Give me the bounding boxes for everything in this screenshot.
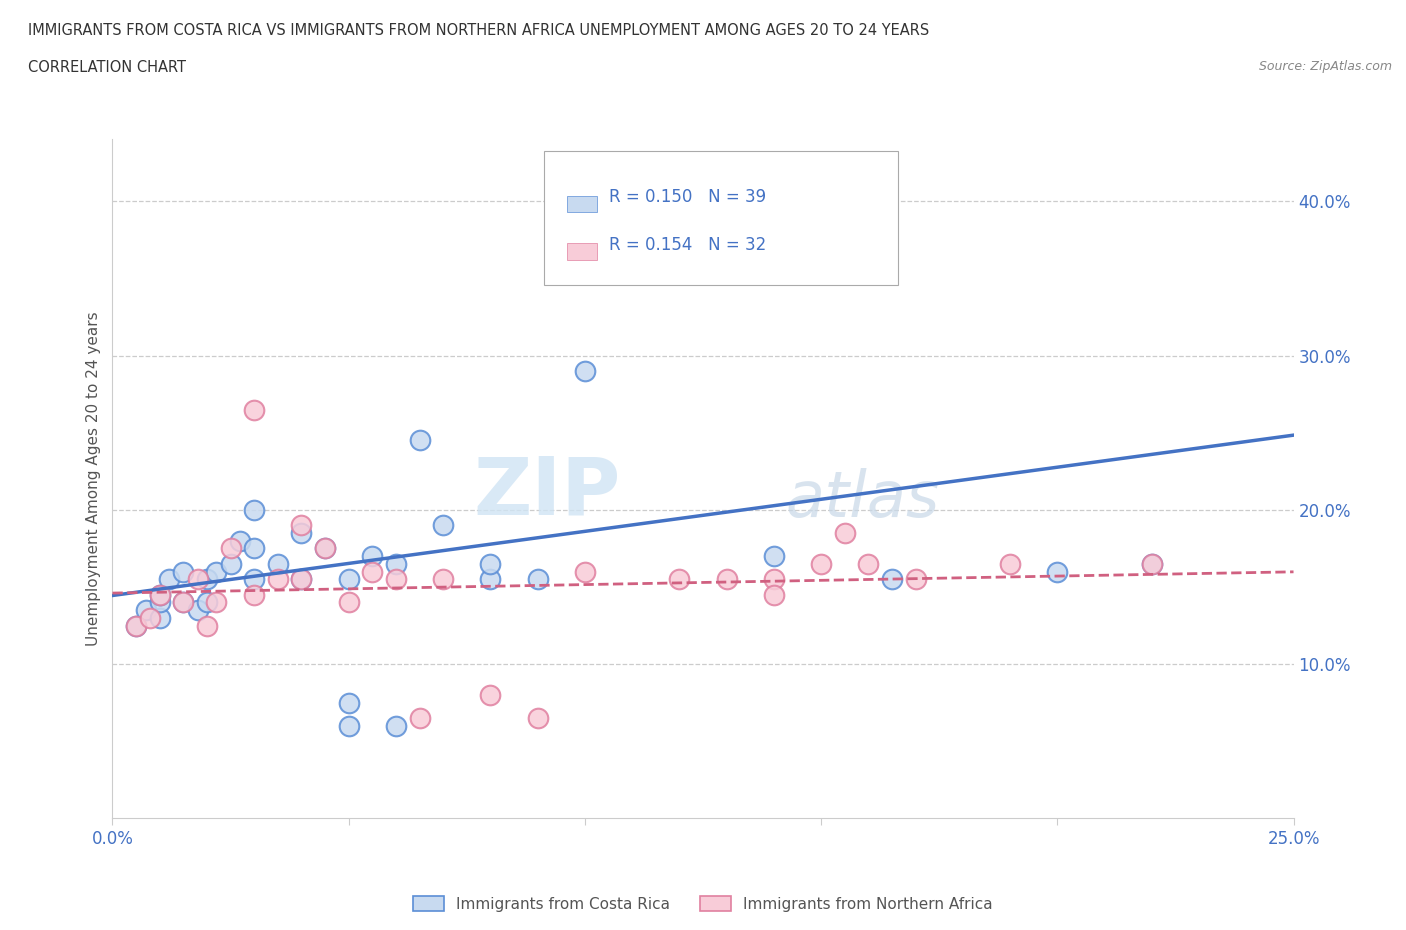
Point <box>337 595 360 610</box>
Point <box>205 595 228 610</box>
Point <box>668 572 690 587</box>
Point <box>149 587 172 602</box>
Point <box>337 718 360 733</box>
Text: atlas: atlas <box>786 469 941 530</box>
Point <box>385 556 408 571</box>
Point <box>243 572 266 587</box>
Point <box>337 572 360 587</box>
Point <box>762 549 785 564</box>
Point <box>762 587 785 602</box>
Point <box>172 595 194 610</box>
Point <box>1140 556 1163 571</box>
Point <box>668 225 690 240</box>
Point <box>243 541 266 556</box>
Text: R = 0.150   N = 39: R = 0.150 N = 39 <box>609 188 766 206</box>
Point <box>834 525 856 540</box>
Point <box>243 587 266 602</box>
Point <box>408 711 430 725</box>
Point <box>149 595 172 610</box>
Text: IMMIGRANTS FROM COSTA RICA VS IMMIGRANTS FROM NORTHERN AFRICA UNEMPLOYMENT AMONG: IMMIGRANTS FROM COSTA RICA VS IMMIGRANTS… <box>28 23 929 38</box>
Point <box>290 572 312 587</box>
Text: CORRELATION CHART: CORRELATION CHART <box>28 60 186 75</box>
Point <box>139 610 162 625</box>
Point <box>267 572 290 587</box>
Point <box>385 572 408 587</box>
Point <box>186 572 208 587</box>
Point <box>195 595 218 610</box>
Text: Source: ZipAtlas.com: Source: ZipAtlas.com <box>1258 60 1392 73</box>
Point <box>135 603 157 618</box>
Point <box>479 556 502 571</box>
Point <box>716 225 738 240</box>
Point <box>172 595 194 610</box>
Point <box>432 572 454 587</box>
Point <box>149 587 172 602</box>
Point <box>432 518 454 533</box>
Point <box>149 610 172 625</box>
Point <box>125 618 148 633</box>
Point <box>172 565 194 579</box>
Point <box>479 572 502 587</box>
Point <box>998 556 1021 571</box>
Point <box>267 556 290 571</box>
Point <box>290 572 312 587</box>
Point <box>858 556 880 571</box>
Point <box>243 502 266 517</box>
Legend: Immigrants from Costa Rica, Immigrants from Northern Africa: Immigrants from Costa Rica, Immigrants f… <box>406 889 1000 918</box>
Point <box>716 572 738 587</box>
Point <box>157 572 180 587</box>
Y-axis label: Unemployment Among Ages 20 to 24 years: Unemployment Among Ages 20 to 24 years <box>86 312 101 646</box>
Point <box>195 618 218 633</box>
FancyBboxPatch shape <box>544 151 898 286</box>
Text: R = 0.154   N = 32: R = 0.154 N = 32 <box>609 235 766 254</box>
Point <box>314 541 336 556</box>
Point <box>125 618 148 633</box>
Point <box>385 718 408 733</box>
Point <box>205 565 228 579</box>
Point <box>186 603 208 618</box>
Point <box>526 711 548 725</box>
Point <box>314 541 336 556</box>
Point <box>880 572 903 587</box>
Point <box>195 572 218 587</box>
Text: ZIP: ZIP <box>472 454 620 532</box>
Point <box>290 525 312 540</box>
Point <box>229 533 252 548</box>
Point <box>219 556 242 571</box>
Point <box>526 572 548 587</box>
Point <box>337 696 360 711</box>
Point <box>762 572 785 587</box>
FancyBboxPatch shape <box>567 243 596 260</box>
Point <box>1046 565 1069 579</box>
Point <box>574 565 596 579</box>
Point <box>1140 556 1163 571</box>
Point <box>408 433 430 448</box>
Point <box>574 364 596 379</box>
Point <box>361 565 384 579</box>
Point <box>904 572 927 587</box>
Point <box>290 518 312 533</box>
Point <box>479 687 502 702</box>
Point <box>243 402 266 417</box>
Point <box>219 541 242 556</box>
Point <box>361 549 384 564</box>
Point <box>810 556 832 571</box>
FancyBboxPatch shape <box>567 195 596 212</box>
